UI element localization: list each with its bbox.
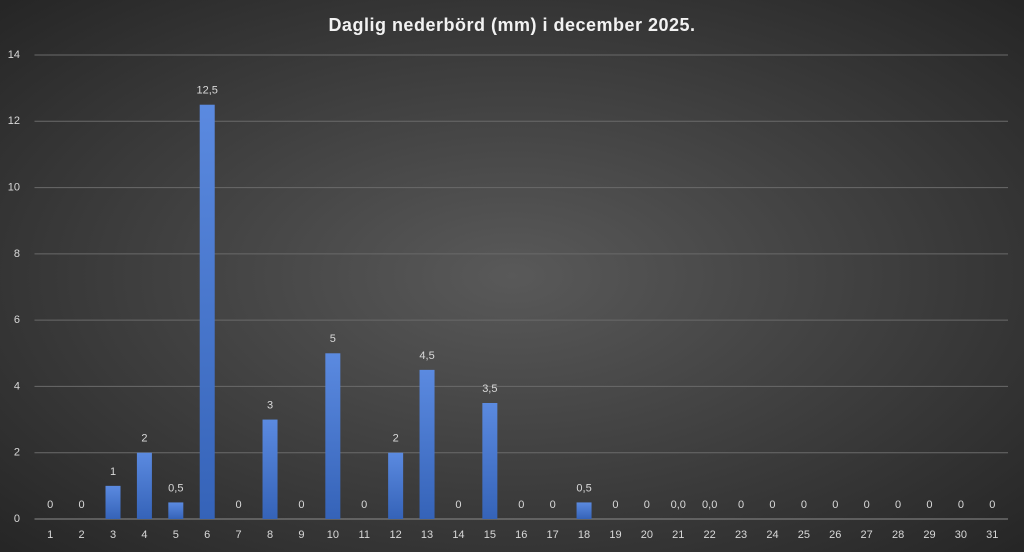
x-tick-label: 7 [236, 529, 242, 541]
data-label: 0 [455, 499, 461, 511]
bar [388, 452, 404, 519]
data-label: 0 [298, 499, 304, 511]
data-label: 0 [361, 499, 367, 511]
data-label: 0,5 [168, 482, 183, 494]
x-tick-label: 14 [452, 529, 464, 541]
x-tick-label: 22 [704, 529, 716, 541]
y-tick-label: 12 [8, 115, 20, 127]
x-tick-label: 28 [892, 529, 904, 541]
x-tick-label: 5 [173, 529, 179, 541]
x-tick-label: 13 [421, 529, 433, 541]
data-label: 0 [989, 499, 995, 511]
bar [419, 369, 435, 519]
x-tick-label: 16 [515, 529, 527, 541]
bar [482, 403, 498, 519]
data-label: 0 [644, 499, 650, 511]
y-tick-label: 10 [8, 181, 20, 193]
data-label: 2 [393, 433, 399, 445]
bar [199, 104, 215, 519]
data-label: 0 [47, 499, 53, 511]
x-tick-label: 1 [47, 529, 53, 541]
data-label: 0 [895, 499, 901, 511]
data-label: 5 [330, 333, 336, 345]
data-label: 0 [738, 499, 744, 511]
x-tick-label: 23 [735, 529, 747, 541]
data-label: 0 [236, 499, 242, 511]
x-tick-label: 25 [798, 529, 810, 541]
x-tick-label: 3 [110, 529, 116, 541]
y-tick-label: 8 [14, 248, 20, 260]
x-tick-label: 31 [986, 529, 998, 541]
x-tick-label: 11 [359, 529, 370, 541]
data-label: 0 [79, 499, 85, 511]
x-tick-label: 24 [766, 529, 778, 541]
bar [325, 353, 341, 519]
data-label: 0 [958, 499, 964, 511]
data-label: 0 [926, 499, 932, 511]
data-label: 12,5 [197, 85, 218, 97]
x-tick-label: 10 [327, 529, 339, 541]
x-tick-label: 21 [672, 529, 684, 541]
x-tick-label: 26 [829, 529, 841, 541]
y-tick-label: 14 [8, 49, 20, 61]
x-tick-label: 19 [609, 529, 621, 541]
data-label: 0 [518, 499, 524, 511]
data-label: 0,0 [702, 499, 717, 511]
data-label: 0 [801, 499, 807, 511]
data-label: 0 [769, 499, 775, 511]
data-label: 3 [267, 399, 273, 411]
x-tick-label: 12 [390, 529, 402, 541]
x-tick-label: 18 [578, 529, 590, 541]
y-tick-label: 0 [14, 513, 20, 525]
data-label: 4,5 [419, 350, 434, 362]
x-tick-label: 20 [641, 529, 653, 541]
data-label: 0 [612, 499, 618, 511]
x-tick-label: 27 [861, 529, 873, 541]
x-tick-label: 9 [298, 529, 304, 541]
data-label: 0,5 [576, 482, 591, 494]
x-tick-label: 17 [547, 529, 559, 541]
x-tick-label: 8 [267, 529, 273, 541]
bar [168, 502, 184, 519]
x-tick-label: 4 [141, 529, 147, 541]
data-label: 0 [832, 499, 838, 511]
x-tick-label: 15 [484, 529, 496, 541]
bar [105, 485, 121, 519]
bar [136, 452, 152, 519]
y-tick-label: 2 [14, 447, 20, 459]
x-tick-label: 2 [79, 529, 85, 541]
y-tick-label: 4 [14, 380, 20, 392]
data-label: 2 [141, 433, 147, 445]
x-tick-label: 30 [955, 529, 967, 541]
chart-title: Daglig nederbörd (mm) i december 2025. [328, 15, 695, 35]
bar [576, 502, 592, 519]
data-label: 1 [110, 466, 116, 478]
data-label: 0,0 [671, 499, 686, 511]
bar [262, 419, 278, 519]
x-tick-label: 29 [923, 529, 935, 541]
data-label: 0 [864, 499, 870, 511]
x-tick-label: 6 [204, 529, 210, 541]
y-tick-label: 6 [14, 314, 20, 326]
data-label: 3,5 [482, 383, 497, 395]
data-label: 0 [550, 499, 556, 511]
